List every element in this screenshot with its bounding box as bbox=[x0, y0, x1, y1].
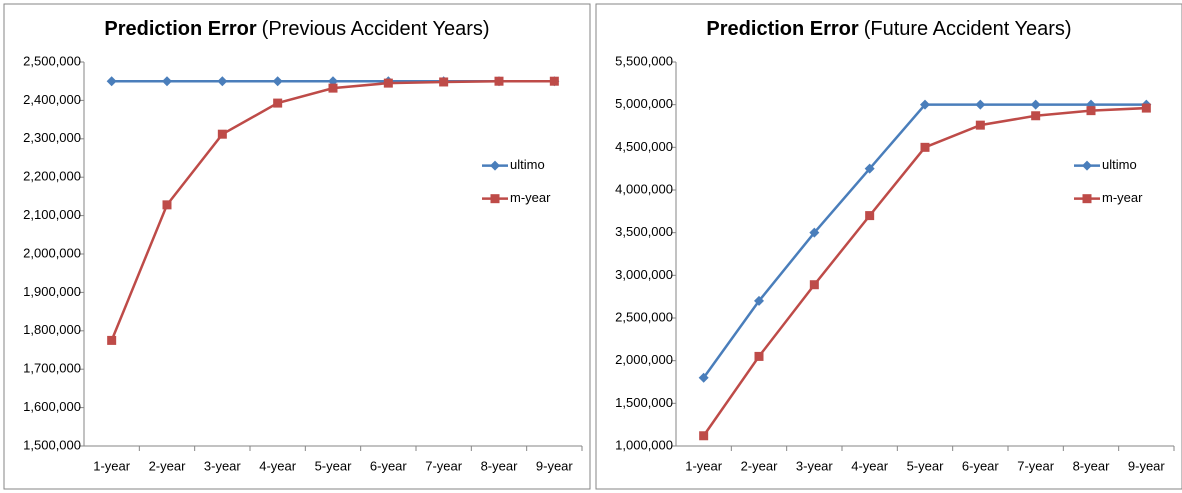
x-tick-label: 2-year bbox=[149, 458, 187, 473]
marker bbox=[383, 78, 393, 88]
y-tick-label: 2,500,000 bbox=[23, 53, 81, 68]
y-tick-label: 1,800,000 bbox=[23, 322, 81, 337]
legend-label: ultimo bbox=[510, 157, 545, 172]
marker bbox=[699, 431, 709, 441]
marker bbox=[217, 76, 228, 87]
y-tick-label: 1,700,000 bbox=[23, 361, 81, 376]
marker bbox=[1030, 99, 1041, 110]
marker bbox=[106, 76, 117, 87]
y-tick-label: 5,500,000 bbox=[615, 53, 673, 68]
y-tick-label: 3,000,000 bbox=[615, 267, 673, 282]
marker bbox=[920, 99, 930, 110]
legend-label: ultimo bbox=[1102, 157, 1137, 172]
y-tick-label: 2,300,000 bbox=[23, 130, 81, 145]
marker bbox=[490, 194, 500, 204]
title-main: Prediction Error bbox=[104, 18, 256, 40]
legend-label: m-year bbox=[510, 190, 551, 205]
marker bbox=[864, 163, 875, 174]
marker bbox=[490, 160, 500, 171]
marker bbox=[107, 335, 117, 345]
x-tick-label: 1-year bbox=[93, 458, 131, 473]
marker bbox=[1086, 106, 1096, 116]
marker bbox=[162, 76, 172, 87]
x-tick-label: 4-year bbox=[851, 458, 889, 473]
x-tick-label: 8-year bbox=[1073, 458, 1111, 473]
title-sub: (Future Accident Years) bbox=[864, 18, 1072, 40]
y-tick-label: 1,000,000 bbox=[615, 437, 673, 452]
x-tick-label: 2-year bbox=[741, 458, 779, 473]
marker bbox=[1141, 103, 1151, 113]
marker bbox=[439, 77, 449, 87]
y-tick-label: 1,600,000 bbox=[23, 399, 81, 414]
y-tick-label: 2,100,000 bbox=[23, 207, 81, 222]
marker bbox=[754, 295, 764, 306]
marker bbox=[217, 129, 227, 139]
x-tick-label: 7-year bbox=[425, 458, 463, 473]
x-tick-label: 5-year bbox=[315, 458, 353, 473]
marker bbox=[865, 211, 875, 221]
x-tick-label: 9-year bbox=[1128, 458, 1166, 473]
chart-panel bbox=[3, 3, 591, 490]
x-tick-label: 4-year bbox=[259, 458, 297, 473]
y-tick-label: 4,000,000 bbox=[615, 181, 673, 196]
y-tick-label: 1,500,000 bbox=[23, 437, 81, 452]
x-tick-label: 6-year bbox=[962, 458, 1000, 473]
y-tick-label: 2,000,000 bbox=[615, 352, 673, 367]
marker bbox=[809, 280, 819, 290]
y-tick-label: 1,900,000 bbox=[23, 284, 81, 299]
y-tick-label: 1,500,000 bbox=[615, 395, 673, 410]
x-tick-label: 3-year bbox=[204, 458, 242, 473]
title-main: Prediction Error bbox=[706, 18, 858, 40]
marker bbox=[1031, 111, 1041, 121]
marker bbox=[1082, 160, 1092, 171]
x-tick-label: 6-year bbox=[370, 458, 408, 473]
x-tick-label: 1-year bbox=[685, 458, 723, 473]
chart-title: Prediction Error (Previous Accident Years… bbox=[104, 18, 489, 40]
marker bbox=[754, 351, 764, 361]
marker bbox=[698, 372, 709, 383]
marker bbox=[975, 99, 986, 110]
marker bbox=[549, 76, 559, 86]
x-tick-label: 8-year bbox=[481, 458, 519, 473]
y-tick-label: 2,400,000 bbox=[23, 92, 81, 107]
marker bbox=[920, 142, 930, 152]
y-tick-label: 2,200,000 bbox=[23, 169, 81, 184]
title-sub: (Previous Accident Years) bbox=[262, 18, 490, 40]
y-tick-label: 2,000,000 bbox=[23, 245, 81, 260]
x-tick-label: 9-year bbox=[536, 458, 574, 473]
y-tick-label: 3,500,000 bbox=[615, 224, 673, 239]
y-tick-label: 4,500,000 bbox=[615, 139, 673, 154]
marker bbox=[162, 200, 172, 210]
y-tick-label: 2,500,000 bbox=[615, 309, 673, 324]
marker bbox=[975, 120, 985, 130]
y-tick-label: 5,000,000 bbox=[615, 96, 673, 111]
marker bbox=[1082, 194, 1092, 204]
marker bbox=[272, 76, 283, 87]
x-tick-label: 5-year bbox=[907, 458, 945, 473]
legend-label: m-year bbox=[1102, 190, 1143, 205]
marker bbox=[273, 98, 283, 108]
x-tick-label: 3-year bbox=[796, 458, 834, 473]
marker bbox=[809, 227, 820, 238]
x-tick-label: 7-year bbox=[1017, 458, 1055, 473]
marker bbox=[494, 76, 504, 86]
marker bbox=[328, 83, 338, 93]
chart-panel bbox=[595, 3, 1182, 490]
chart-title: Prediction Error (Future Accident Years) bbox=[706, 18, 1071, 40]
